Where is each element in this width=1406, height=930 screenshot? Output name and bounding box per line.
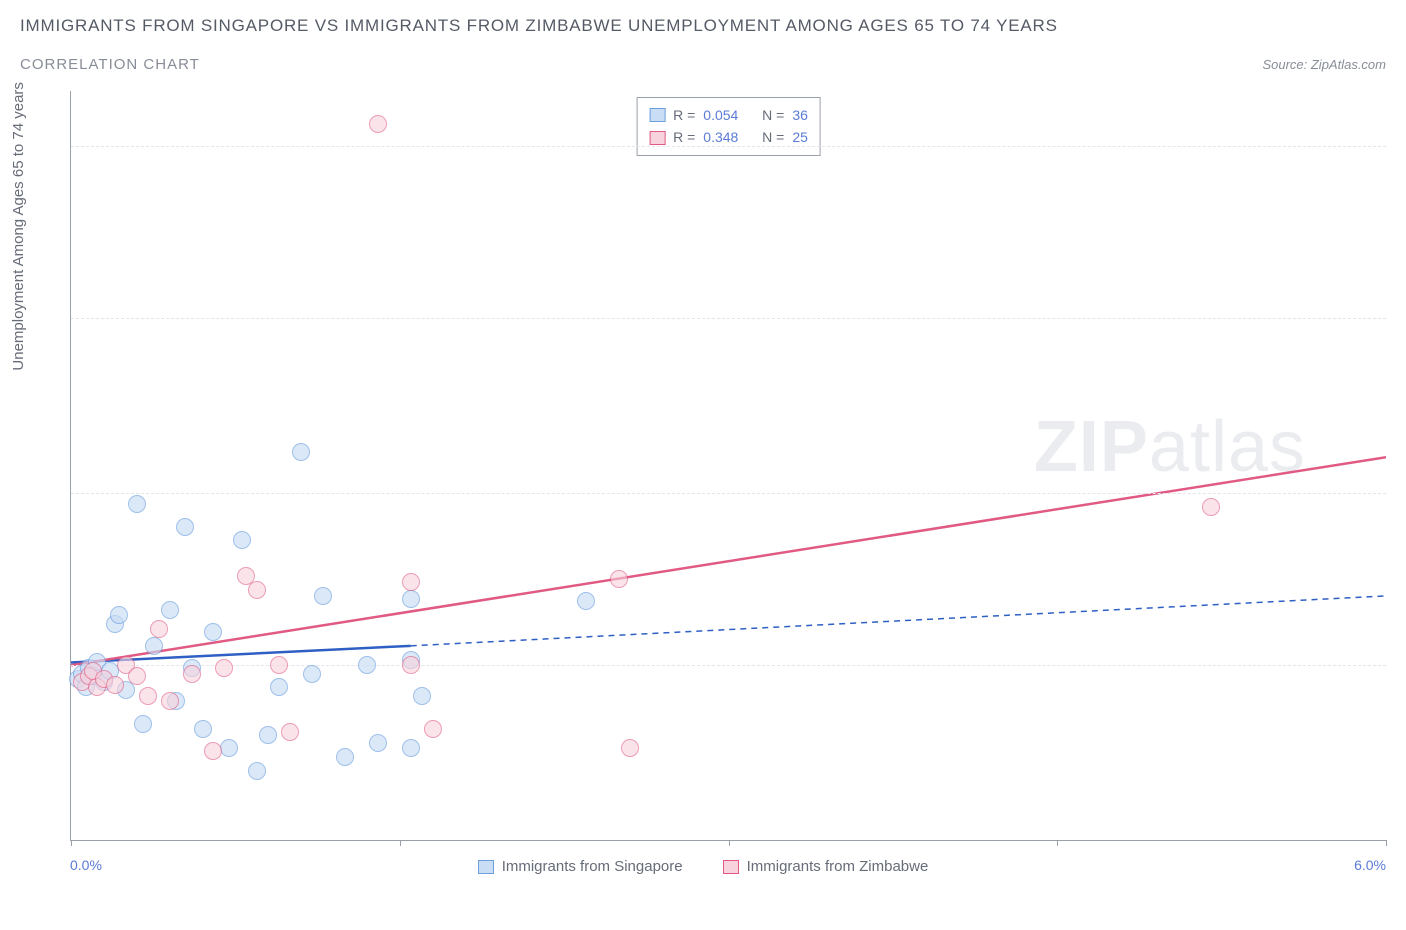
r-value: 0.054 — [703, 104, 738, 126]
x-tick — [1386, 840, 1387, 846]
legend-swatch — [649, 108, 665, 122]
y-tick-label: 6.3% — [1391, 657, 1406, 673]
scatter-point — [369, 734, 387, 752]
scatter-point — [577, 592, 595, 610]
scatter-point — [292, 443, 310, 461]
watermark-bold: ZIP — [1034, 407, 1149, 487]
x-tick — [1057, 840, 1058, 846]
scatter-point — [259, 726, 277, 744]
chart-header: IMMIGRANTS FROM SINGAPORE VS IMMIGRANTS … — [0, 0, 1406, 81]
gridline — [71, 665, 1386, 666]
n-label: N = — [762, 104, 784, 126]
scatter-point — [183, 665, 201, 683]
scatter-point — [161, 601, 179, 619]
trend-line — [71, 457, 1386, 665]
r-value: 0.348 — [703, 126, 738, 148]
series-legend: Immigrants from Singapore Immigrants from… — [20, 858, 1386, 875]
scatter-point — [314, 587, 332, 605]
scatter-point — [413, 687, 431, 705]
n-label: N = — [762, 126, 784, 148]
scatter-point — [161, 692, 179, 710]
y-axis-label: Unemployment Among Ages 65 to 74 years — [10, 82, 27, 371]
watermark: ZIPatlas — [1034, 406, 1306, 488]
x-tick — [71, 840, 72, 846]
source-attribution: Source: ZipAtlas.com — [1262, 57, 1386, 72]
series-legend-item: Immigrants from Singapore — [478, 858, 683, 875]
scatter-point — [336, 748, 354, 766]
scatter-point — [248, 581, 266, 599]
scatter-point — [145, 637, 163, 655]
correlation-legend-row: R = 0.348 N = 25 — [649, 126, 808, 148]
scatter-point — [621, 739, 639, 757]
scatter-point — [402, 590, 420, 608]
x-tick — [400, 840, 401, 846]
scatter-point — [215, 659, 233, 677]
gridline — [71, 146, 1386, 147]
scatter-point — [402, 573, 420, 591]
series-name: Immigrants from Singapore — [502, 858, 683, 875]
scatter-point — [134, 715, 152, 733]
y-tick-label: 25.0% — [1391, 138, 1406, 154]
scatter-point — [369, 115, 387, 133]
scatter-point — [128, 667, 146, 685]
scatter-point — [281, 723, 299, 741]
trend-line-projection — [411, 596, 1386, 646]
scatter-point — [610, 570, 628, 588]
scatter-point — [176, 518, 194, 536]
scatter-point — [150, 620, 168, 638]
r-label: R = — [673, 126, 695, 148]
scatter-point — [204, 742, 222, 760]
series-name: Immigrants from Zimbabwe — [747, 858, 929, 875]
series-legend-item: Immigrants from Zimbabwe — [723, 858, 929, 875]
r-label: R = — [673, 104, 695, 126]
n-value: 25 — [792, 126, 808, 148]
scatter-point — [303, 665, 321, 683]
scatter-point — [139, 687, 157, 705]
x-tick — [729, 840, 730, 846]
legend-swatch — [478, 860, 494, 874]
chart-container: Unemployment Among Ages 65 to 74 years Z… — [20, 91, 1386, 881]
y-tick-label: 18.8% — [1391, 310, 1406, 326]
subtitle-row: CORRELATION CHART Source: ZipAtlas.com — [20, 56, 1386, 73]
gridline — [71, 493, 1386, 494]
scatter-point — [110, 606, 128, 624]
scatter-point — [424, 720, 442, 738]
scatter-point — [204, 623, 222, 641]
correlation-legend-row: R = 0.054 N = 36 — [649, 104, 808, 126]
scatter-point — [233, 531, 251, 549]
y-tick-label: 12.5% — [1391, 485, 1406, 501]
source-link[interactable]: ZipAtlas.com — [1311, 57, 1386, 72]
scatter-point — [358, 656, 376, 674]
plot-area: ZIPatlas R =0.054 N =36R =0.348 N =25 6.… — [70, 91, 1386, 841]
scatter-point — [248, 762, 266, 780]
scatter-point — [402, 656, 420, 674]
legend-swatch — [723, 860, 739, 874]
watermark-light: atlas — [1149, 407, 1306, 487]
scatter-point — [270, 678, 288, 696]
chart-subtitle: CORRELATION CHART — [20, 56, 200, 73]
gridline — [71, 318, 1386, 319]
scatter-point — [402, 739, 420, 757]
chart-title: IMMIGRANTS FROM SINGAPORE VS IMMIGRANTS … — [20, 16, 1386, 36]
scatter-point — [128, 495, 146, 513]
scatter-point — [194, 720, 212, 738]
n-value: 36 — [792, 104, 808, 126]
scatter-point — [220, 739, 238, 757]
scatter-point — [270, 656, 288, 674]
scatter-point — [106, 676, 124, 694]
source-prefix: Source: — [1262, 57, 1310, 72]
scatter-point — [1202, 498, 1220, 516]
legend-swatch — [649, 131, 665, 145]
